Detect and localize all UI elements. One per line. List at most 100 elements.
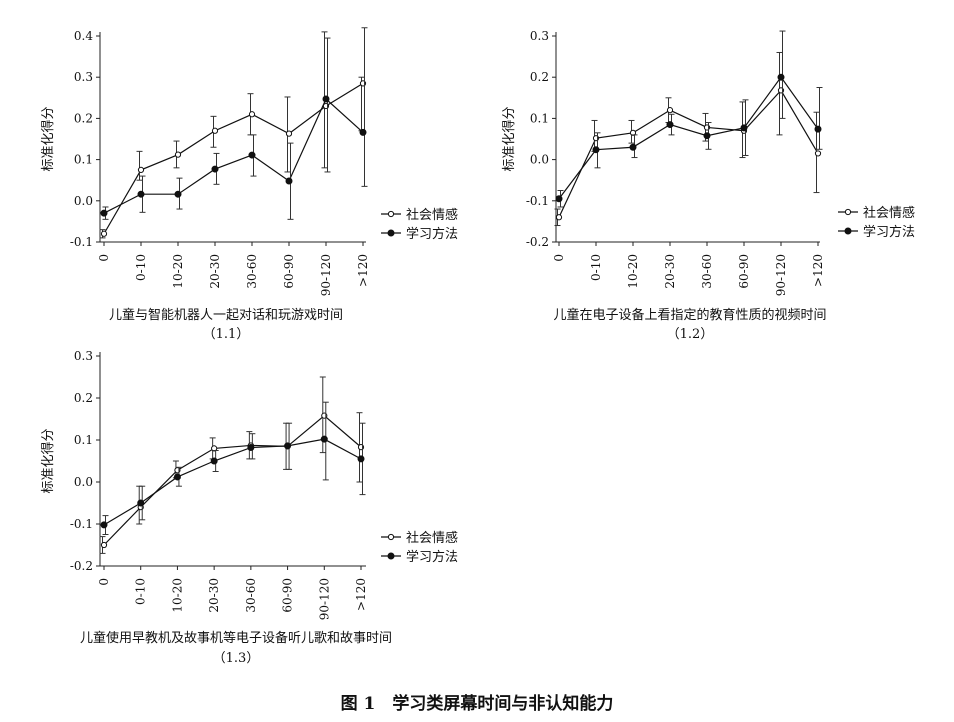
series-line <box>103 98 364 214</box>
panels: -0.1 0.0 0.1 0.2 0.3 0.4 0 0-10 10-20 20-30 30-60 6… <box>40 27 915 666</box>
data-point <box>100 230 108 237</box>
data-point <box>322 95 330 103</box>
data-point <box>814 125 822 133</box>
x-tick-label: 30-60 <box>700 254 714 289</box>
data-point <box>814 150 822 157</box>
y-tick-label: -0.1 <box>70 517 93 531</box>
y-tick-label: 0.3 <box>74 349 93 363</box>
data-point <box>174 151 182 158</box>
data-point <box>592 146 600 154</box>
legend-label: 学习方法 <box>406 549 458 565</box>
y-tick-label: -0.2 <box>526 235 549 249</box>
data-point <box>284 442 292 450</box>
legend-label: 学习方法 <box>406 226 458 242</box>
data-point <box>703 132 711 140</box>
data-point <box>555 195 563 203</box>
x-tick-label: 60-90 <box>282 254 296 289</box>
x-tick-label: 90-120 <box>774 254 788 296</box>
data-point <box>100 209 108 217</box>
legend-label: 社会情感 <box>406 530 458 546</box>
series-2 <box>555 30 823 208</box>
data-point <box>173 473 181 481</box>
x-tick-label: 10-20 <box>170 578 184 613</box>
y-tick-label: 0.0 <box>530 153 549 167</box>
y-tick-label: 0.1 <box>530 111 549 125</box>
x-tick-label: 0 <box>552 254 566 262</box>
data-point <box>666 121 674 129</box>
figure-caption: 图 1 学习类屏幕时间与非认知能力 <box>341 693 614 714</box>
x-tick-label: 0-10 <box>134 578 148 605</box>
series-1 <box>99 376 365 554</box>
chart-panel-2: -0.2 -0.1 0.0 0.1 0.2 0.3 0 0-10 10-20 20-30 30-60… <box>501 29 915 342</box>
data-point <box>285 130 293 137</box>
data-point <box>211 165 219 173</box>
panel-label: （1.1） <box>203 327 250 342</box>
panel-label: （1.2） <box>667 327 714 342</box>
x-tick-label: 20-30 <box>208 254 222 289</box>
data-point <box>285 177 293 185</box>
data-point <box>666 107 674 114</box>
x-tick-label: >120 <box>354 578 368 611</box>
x-tick-label: 10-20 <box>171 254 185 289</box>
data-point <box>137 166 145 173</box>
data-point <box>100 541 108 549</box>
series-line <box>103 438 362 526</box>
data-point <box>248 151 256 159</box>
data-point <box>629 129 637 136</box>
y-tick-label: 0.1 <box>74 433 93 447</box>
y-tick-label: -0.1 <box>526 194 549 208</box>
chart-panel-1: -0.1 0.0 0.1 0.2 0.3 0.4 0 0-10 10-20 20-30 30-60 6… <box>40 27 458 342</box>
data-point <box>248 111 256 118</box>
x-tick-label: 10-20 <box>626 254 640 289</box>
y-tick-label: -0.2 <box>70 559 93 573</box>
legend-marker <box>387 533 395 541</box>
x-tick-label: 60-90 <box>281 578 295 613</box>
series-line <box>558 76 819 200</box>
data-point <box>740 124 748 132</box>
y-tick-label: 0.3 <box>530 29 549 43</box>
legend-marker <box>387 552 395 560</box>
y-tick-label: 0.3 <box>74 70 93 84</box>
x-tick-label: 90-120 <box>319 254 333 296</box>
series-2 <box>100 401 366 535</box>
series-line <box>103 414 362 546</box>
data-point <box>211 127 219 134</box>
y-tick-label: 0.0 <box>74 475 93 489</box>
chart-subtitle: 儿童使用早教机及故事机等电子设备听儿歌和故事时间 <box>80 630 392 646</box>
data-point <box>210 457 218 465</box>
data-point <box>137 499 145 507</box>
data-point <box>174 190 182 198</box>
y-tick-label: 0.1 <box>74 153 93 167</box>
x-tick-label: >120 <box>811 254 825 287</box>
legend-marker <box>844 227 852 235</box>
y-tick-label: -0.1 <box>70 235 93 249</box>
legend-label: 学习方法 <box>863 224 915 240</box>
x-tick-label: 20-30 <box>207 578 221 613</box>
chart-subtitle: 儿童与智能机器人一起对话和玩游戏时间 <box>109 307 343 323</box>
y-tick-label: 0.2 <box>74 391 93 405</box>
y-tick-label: 0.2 <box>74 111 93 125</box>
x-tick-label: 60-90 <box>737 254 751 289</box>
chart-subtitle: 儿童在电子设备上看指定的教育性质的视频时间 <box>553 307 826 323</box>
data-point <box>359 128 367 136</box>
x-tick-label: 20-30 <box>663 254 677 289</box>
series-1 <box>99 31 367 239</box>
x-tick-label: 90-120 <box>317 578 331 620</box>
chart-panel-3: -0.2 -0.1 0.0 0.1 0.2 0.3 0 0-10 10-20 20-30 30-60… <box>40 349 458 666</box>
y-tick-label: 0.4 <box>74 29 93 43</box>
y-tick-label: 0.0 <box>74 194 93 208</box>
legend-label: 社会情感 <box>863 205 915 221</box>
y-tick-label: 0.2 <box>530 70 549 84</box>
x-tick-label: 30-60 <box>245 254 259 289</box>
data-point <box>247 444 255 452</box>
series-2 <box>100 27 368 220</box>
panel-label: （1.3） <box>213 651 260 666</box>
legend-marker <box>387 210 395 218</box>
series-line <box>558 89 819 218</box>
y-axis-label: 标准化得分 <box>501 106 517 171</box>
data-point <box>100 521 108 529</box>
y-axis-label: 标准化得分 <box>40 428 56 493</box>
